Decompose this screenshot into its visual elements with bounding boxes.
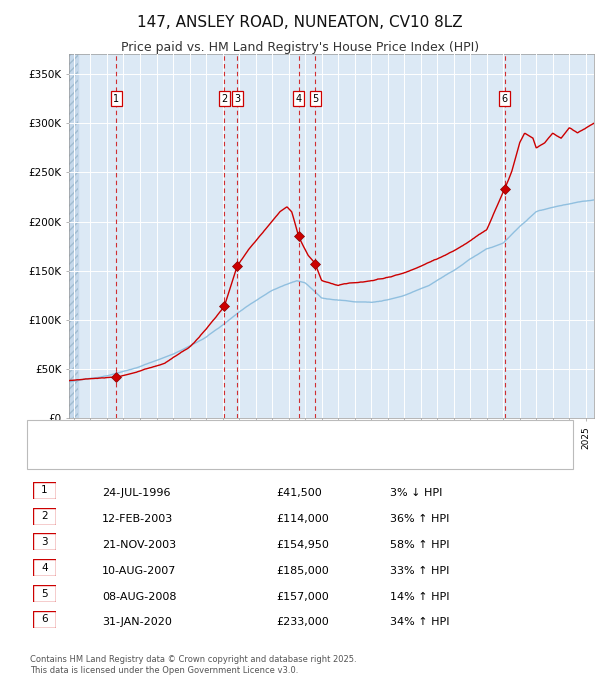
FancyBboxPatch shape: [33, 533, 56, 550]
FancyBboxPatch shape: [33, 611, 56, 628]
Text: 5: 5: [41, 589, 48, 598]
Text: £233,000: £233,000: [276, 617, 329, 628]
Text: 10-AUG-2007: 10-AUG-2007: [102, 566, 176, 576]
Text: 1: 1: [113, 94, 119, 103]
Text: 58% ↑ HPI: 58% ↑ HPI: [390, 540, 449, 550]
Text: Price paid vs. HM Land Registry's House Price Index (HPI): Price paid vs. HM Land Registry's House …: [121, 41, 479, 54]
Text: 3% ↓ HPI: 3% ↓ HPI: [390, 488, 442, 498]
FancyBboxPatch shape: [33, 559, 56, 576]
Text: 31-JAN-2020: 31-JAN-2020: [102, 617, 172, 628]
Text: £114,000: £114,000: [276, 514, 329, 524]
Text: 3: 3: [41, 537, 48, 547]
Text: 24-JUL-1996: 24-JUL-1996: [102, 488, 170, 498]
Text: HPI: Average price, semi-detached house, Nuneaton and Bedworth: HPI: Average price, semi-detached house,…: [81, 450, 408, 460]
Text: 08-AUG-2008: 08-AUG-2008: [102, 592, 176, 602]
Text: 6: 6: [41, 615, 48, 624]
Text: 3: 3: [234, 94, 240, 103]
Text: 21-NOV-2003: 21-NOV-2003: [102, 540, 176, 550]
FancyBboxPatch shape: [33, 585, 56, 602]
Text: Contains HM Land Registry data © Crown copyright and database right 2025.
This d: Contains HM Land Registry data © Crown c…: [30, 655, 356, 675]
Text: 1: 1: [41, 486, 48, 495]
Text: 14% ↑ HPI: 14% ↑ HPI: [390, 592, 449, 602]
Text: £157,000: £157,000: [276, 592, 329, 602]
Bar: [69, 54, 78, 418]
Text: 12-FEB-2003: 12-FEB-2003: [102, 514, 173, 524]
Text: 33% ↑ HPI: 33% ↑ HPI: [390, 566, 449, 576]
Text: 2: 2: [221, 94, 227, 103]
Text: 36% ↑ HPI: 36% ↑ HPI: [390, 514, 449, 524]
Text: 147, ANSLEY ROAD, NUNEATON, CV10 8LZ (semi-detached house): 147, ANSLEY ROAD, NUNEATON, CV10 8LZ (se…: [81, 430, 406, 441]
Text: 4: 4: [41, 563, 48, 573]
FancyBboxPatch shape: [33, 481, 56, 498]
Text: £154,950: £154,950: [276, 540, 329, 550]
Text: 147, ANSLEY ROAD, NUNEATON, CV10 8LZ: 147, ANSLEY ROAD, NUNEATON, CV10 8LZ: [137, 15, 463, 30]
Text: 6: 6: [502, 94, 508, 103]
Text: 2: 2: [41, 511, 48, 521]
FancyBboxPatch shape: [33, 507, 56, 524]
Text: 34% ↑ HPI: 34% ↑ HPI: [390, 617, 449, 628]
Text: £41,500: £41,500: [276, 488, 322, 498]
Text: 5: 5: [312, 94, 318, 103]
Bar: [69, 54, 78, 418]
Text: £185,000: £185,000: [276, 566, 329, 576]
Text: 4: 4: [296, 94, 302, 103]
